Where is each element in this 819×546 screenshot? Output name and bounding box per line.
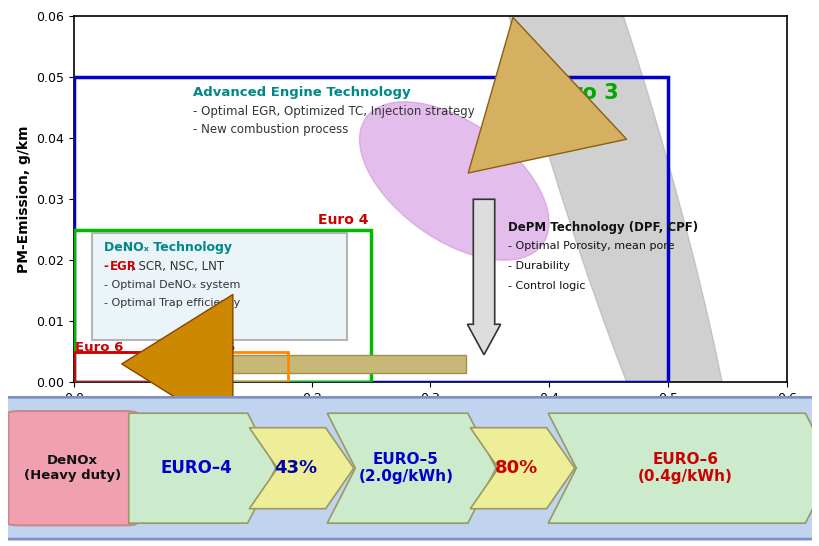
Text: Euro 4: Euro 4 bbox=[317, 213, 368, 227]
Text: - Optimal Porosity, mean pore: - Optimal Porosity, mean pore bbox=[507, 241, 673, 251]
Text: 43%: 43% bbox=[274, 459, 317, 477]
FancyArrow shape bbox=[467, 199, 500, 355]
Text: - Durability: - Durability bbox=[507, 261, 569, 271]
Text: Euro 5: Euro 5 bbox=[187, 341, 235, 354]
Bar bbox=[74, 352, 287, 382]
Polygon shape bbox=[548, 413, 819, 523]
Ellipse shape bbox=[359, 102, 549, 260]
Text: , SCR, NSC, LNT: , SCR, NSC, LNT bbox=[131, 260, 224, 273]
Bar bbox=[74, 78, 667, 382]
Bar bbox=[74, 230, 370, 382]
Bar bbox=[74, 352, 169, 382]
Text: - New combustion process: - New combustion process bbox=[192, 123, 347, 136]
Text: EURO–6
(0.4g/kWh): EURO–6 (0.4g/kWh) bbox=[637, 452, 732, 484]
Text: DePM Technology (DPF, CPF): DePM Technology (DPF, CPF) bbox=[507, 221, 697, 234]
Text: - Optimal Trap efficiency: - Optimal Trap efficiency bbox=[103, 298, 239, 308]
X-axis label: NOₓ-Emission, g/km: NOₓ-Emission, g/km bbox=[354, 411, 506, 424]
Text: - Optimal DeNOₓ system: - Optimal DeNOₓ system bbox=[103, 280, 240, 290]
Text: Euro 3: Euro 3 bbox=[543, 84, 618, 103]
Text: Euro 6: Euro 6 bbox=[75, 341, 123, 354]
FancyBboxPatch shape bbox=[92, 233, 346, 340]
FancyBboxPatch shape bbox=[8, 411, 137, 525]
Text: - Control logic: - Control logic bbox=[507, 281, 585, 291]
Text: EURO–5
(2.0g/kWh): EURO–5 (2.0g/kWh) bbox=[358, 452, 453, 484]
Ellipse shape bbox=[451, 0, 741, 546]
Text: EGR: EGR bbox=[110, 260, 137, 273]
Text: EURO–4: EURO–4 bbox=[161, 459, 233, 477]
Polygon shape bbox=[249, 428, 353, 509]
Text: 80%: 80% bbox=[495, 459, 538, 477]
Polygon shape bbox=[129, 413, 275, 523]
Polygon shape bbox=[327, 413, 495, 523]
Text: DeNOₓ Technology: DeNOₓ Technology bbox=[103, 241, 231, 254]
Text: Advanced Engine Technology: Advanced Engine Technology bbox=[192, 86, 410, 99]
Bar bbox=[174, 355, 465, 373]
FancyBboxPatch shape bbox=[0, 397, 819, 539]
Y-axis label: PM-Emission, g/km: PM-Emission, g/km bbox=[16, 126, 30, 273]
Text: -: - bbox=[103, 260, 108, 273]
Text: DeNOx
(Heavy duty): DeNOx (Heavy duty) bbox=[24, 454, 121, 482]
Text: - Optimal EGR, Optimized TC, Injection strategy: - Optimal EGR, Optimized TC, Injection s… bbox=[192, 105, 474, 118]
Polygon shape bbox=[469, 428, 574, 509]
